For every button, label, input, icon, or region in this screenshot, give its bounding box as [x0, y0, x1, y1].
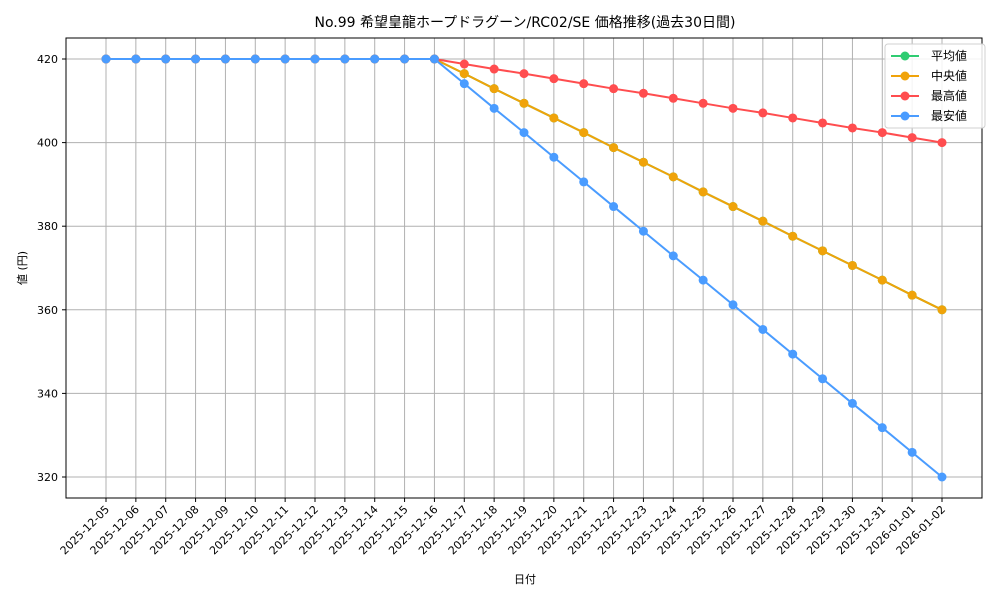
- data-point: [698, 98, 708, 108]
- data-point: [818, 118, 828, 128]
- data-point: [698, 187, 708, 197]
- data-point: [758, 108, 768, 118]
- legend-label: 平均値: [931, 48, 967, 63]
- data-point: [847, 123, 857, 133]
- legend-item: 平均値: [891, 48, 967, 63]
- data-point: [549, 74, 559, 84]
- data-point: [788, 349, 798, 359]
- data-point: [758, 324, 768, 334]
- data-point: [220, 54, 230, 64]
- data-point: [549, 152, 559, 162]
- data-point: [638, 157, 648, 167]
- data-point: [519, 98, 529, 108]
- data-point: [638, 226, 648, 236]
- y-tick-label: 320: [37, 471, 58, 484]
- data-point: [818, 374, 828, 384]
- data-point: [579, 177, 589, 187]
- legend-label: 最安値: [931, 108, 967, 123]
- data-point: [847, 398, 857, 408]
- data-point: [937, 305, 947, 315]
- legend-label: 中央値: [931, 68, 967, 83]
- data-point: [728, 202, 738, 212]
- y-tick-label: 340: [37, 387, 58, 400]
- data-point: [728, 300, 738, 310]
- data-point: [668, 172, 678, 182]
- legend-label: 最高値: [931, 88, 967, 103]
- data-point: [489, 103, 499, 113]
- data-point: [161, 54, 171, 64]
- data-point: [400, 54, 410, 64]
- data-point: [280, 54, 290, 64]
- data-point: [609, 202, 619, 212]
- data-point: [609, 143, 619, 153]
- y-tick-label: 360: [37, 304, 58, 317]
- data-point: [818, 246, 828, 256]
- data-point: [937, 138, 947, 148]
- legend-marker-icon: [900, 91, 910, 101]
- data-point: [429, 54, 439, 64]
- data-point: [728, 103, 738, 113]
- y-tick-label: 400: [37, 137, 58, 150]
- data-point: [668, 93, 678, 103]
- data-point: [489, 84, 499, 94]
- data-point: [549, 113, 559, 123]
- chart-title: No.99 希望皇龍ホープドラグーン/RC02/SE 価格推移(過去30日間): [315, 14, 736, 31]
- data-point: [788, 231, 798, 241]
- legend-marker-icon: [900, 111, 910, 121]
- data-point: [579, 128, 589, 138]
- plot-area: 3203403603804004202025-12-052025-12-0620…: [37, 37, 983, 557]
- legend-item: 中央値: [891, 68, 967, 83]
- data-point: [907, 447, 917, 457]
- series-最安値: [101, 54, 947, 482]
- y-tick-label: 420: [37, 53, 58, 66]
- data-point: [907, 133, 917, 143]
- data-point: [250, 54, 260, 64]
- data-point: [459, 59, 469, 69]
- legend-marker-icon: [900, 71, 910, 81]
- data-point: [519, 128, 529, 138]
- data-point: [698, 275, 708, 285]
- data-point: [937, 472, 947, 482]
- data-point: [907, 290, 917, 300]
- data-point: [877, 128, 887, 138]
- data-point: [310, 54, 320, 64]
- plot-frame: [65, 37, 983, 499]
- data-point: [191, 54, 201, 64]
- x-axis-label: 日付: [514, 573, 536, 586]
- y-axis-label: 値 (円): [16, 251, 29, 285]
- legend-marker-icon: [900, 51, 910, 61]
- data-point: [877, 423, 887, 433]
- data-point: [668, 251, 678, 261]
- data-point: [877, 275, 887, 285]
- data-point: [370, 54, 380, 64]
- data-point: [847, 260, 857, 270]
- data-point: [609, 84, 619, 94]
- data-point: [758, 216, 768, 226]
- data-point: [788, 113, 798, 123]
- data-point: [131, 54, 141, 64]
- data-point: [340, 54, 350, 64]
- legend-item: 最高値: [891, 88, 967, 103]
- data-point: [638, 88, 648, 98]
- y-tick-label: 380: [37, 220, 58, 233]
- data-point: [101, 54, 111, 64]
- data-point: [579, 79, 589, 89]
- data-point: [459, 79, 469, 89]
- data-point: [459, 69, 469, 79]
- legend-item: 最安値: [891, 108, 967, 123]
- data-point: [519, 69, 529, 79]
- data-point: [489, 64, 499, 74]
